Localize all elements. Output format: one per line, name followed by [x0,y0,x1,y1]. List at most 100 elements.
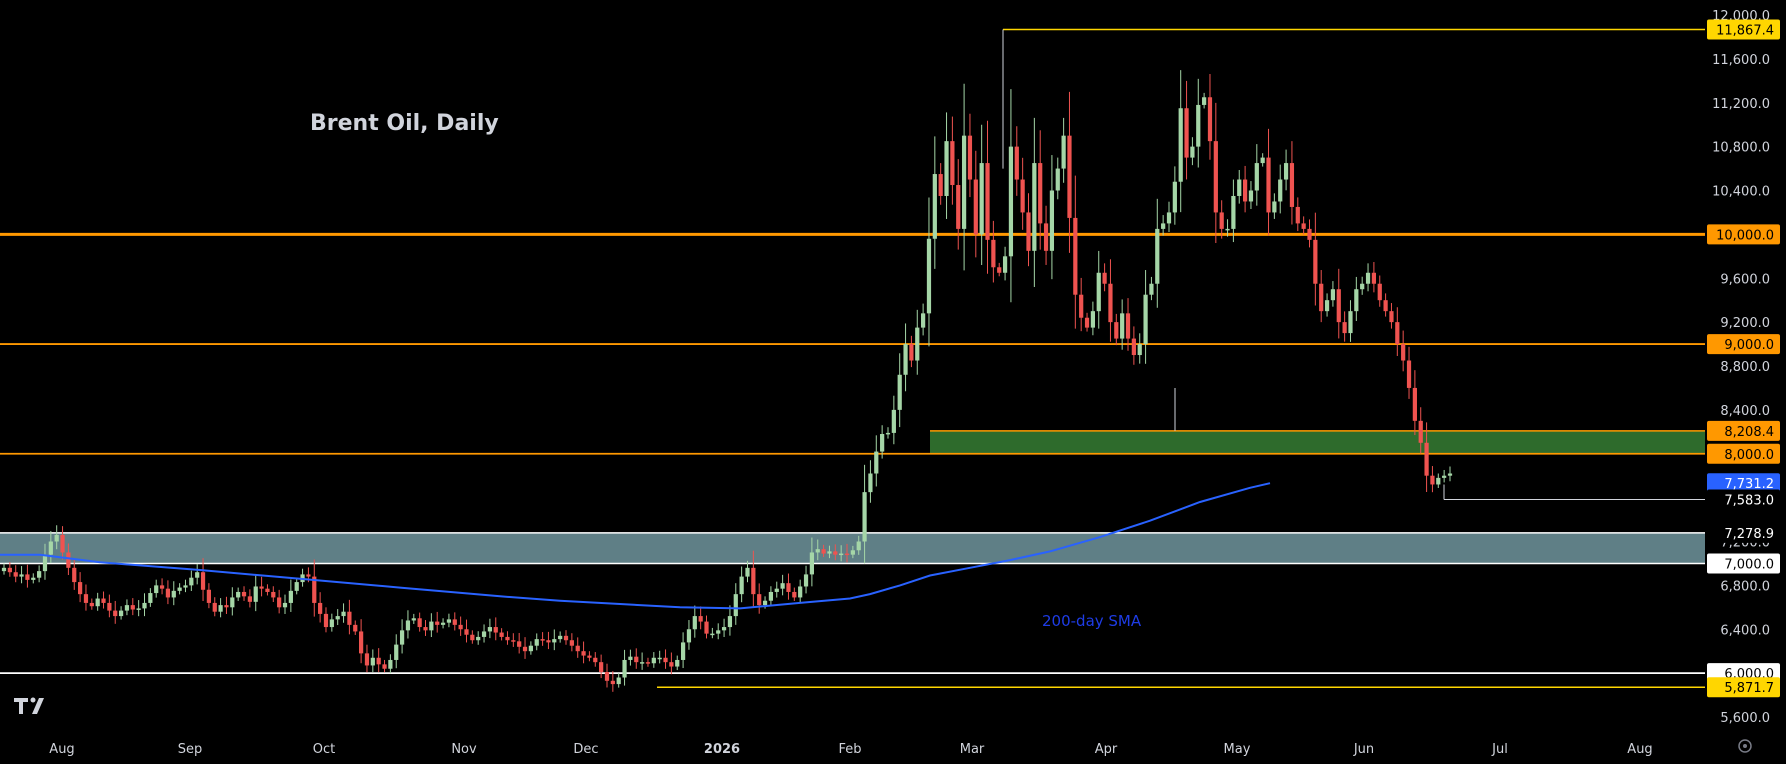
candle-body [142,602,147,609]
candle-body [95,598,100,607]
candle-body [1324,300,1330,312]
candle-body [862,492,867,542]
candle-body [733,594,738,617]
tradingview-logo-icon[interactable] [14,697,44,715]
candle-body [1412,387,1417,421]
candle-body [312,576,317,603]
price-tag-label: 8,208.4 [1724,425,1774,440]
candle-body [1190,146,1195,158]
candle-body [1401,344,1406,361]
candle-body [440,622,446,625]
price-tag-label: 11,867.4 [1716,24,1774,39]
candle-body [54,534,59,542]
x-axis: Aug Sep Oct Nov Dec 2026 Feb Mar Apr May Jun Jul Aug [0,738,1786,764]
candle-body [388,659,393,669]
candle-body [31,577,36,580]
candle-body [1202,97,1207,105]
candle-body [768,591,774,601]
candle-body [1360,283,1365,290]
candle-body [323,613,329,628]
candle-body [575,645,580,652]
candle-body [915,327,920,361]
candle-body [610,680,615,685]
candle-body [154,585,159,594]
candle-body [253,586,258,602]
candle-body [640,662,645,664]
candle-body [932,174,937,239]
candle-body [107,602,112,611]
candle-body [792,591,797,598]
candle-body [1026,212,1031,251]
price-tag-label: 7,000.0 [1724,557,1774,572]
candle-body [1032,163,1037,251]
candle-body [1178,108,1183,182]
y-tick-label: 10,400.0 [1712,185,1770,200]
candle-body [394,644,399,660]
settings-gear-icon[interactable] [1738,739,1752,753]
candle-body [1020,179,1025,213]
candle-body [271,591,276,598]
candle-body [868,473,873,493]
x-tick-label: Feb [838,742,861,757]
candle-body [569,640,574,646]
candle-body [909,344,914,361]
candle-body [552,639,557,643]
candle-body [686,629,692,643]
candle-body [1248,190,1254,202]
candle-body [950,141,955,186]
candle-body [757,594,762,606]
candle-body [136,608,141,610]
candle-body [803,574,809,587]
candle-body [335,616,340,620]
candle-body [558,635,563,640]
candle-body [1365,272,1371,284]
candle-body [364,653,370,666]
price-tag-background [1707,334,1780,355]
candle-body [481,631,487,637]
candle-body [774,588,779,592]
candle-body [470,634,475,641]
x-tick-label: Mar [960,742,985,757]
candle-body [1166,212,1172,224]
candle-body [19,574,24,577]
price-tag-background [1707,677,1780,698]
candle-body [48,541,53,555]
candle-body [189,577,194,586]
candle-body [499,632,504,637]
candle-body [745,567,750,577]
candle-body [1002,256,1008,273]
candle-body [1260,157,1265,164]
candle-body [973,179,978,235]
candle-body [1354,289,1359,312]
candle-body [1090,311,1095,328]
candle-body [1196,104,1201,147]
x-tick-label: Jun [1353,742,1374,757]
candle-body [1289,163,1295,207]
candle-body [1383,300,1388,312]
candle-body [833,551,838,555]
candles-layer [1,70,1453,692]
candle-body [634,656,639,663]
candle-body [704,621,709,634]
candle-body [517,641,522,647]
candle-body [961,135,967,229]
y-tick-label: 6,800.0 [1720,579,1770,594]
candle-body [464,629,469,635]
price-tag-label: 7,731.2 [1724,477,1774,492]
price-tag-label: 7,583.0 [1724,493,1774,508]
price-tag-background [1707,489,1780,510]
candle-body [124,605,130,611]
candle-body [979,163,984,235]
candle-body [1342,322,1347,334]
candle-body [581,651,586,656]
candle-body [809,552,814,575]
candle-body [487,627,493,632]
candle-body [423,627,428,631]
price-tags: 11,867.4 10,000.0 9,000.0 8,208.4 8,000.0 7,7… [1707,19,1780,698]
candle-body [288,590,293,603]
candle-body [1307,228,1312,240]
candle-body [1172,181,1177,213]
candle-body [435,621,440,625]
candle-body [1266,157,1271,213]
